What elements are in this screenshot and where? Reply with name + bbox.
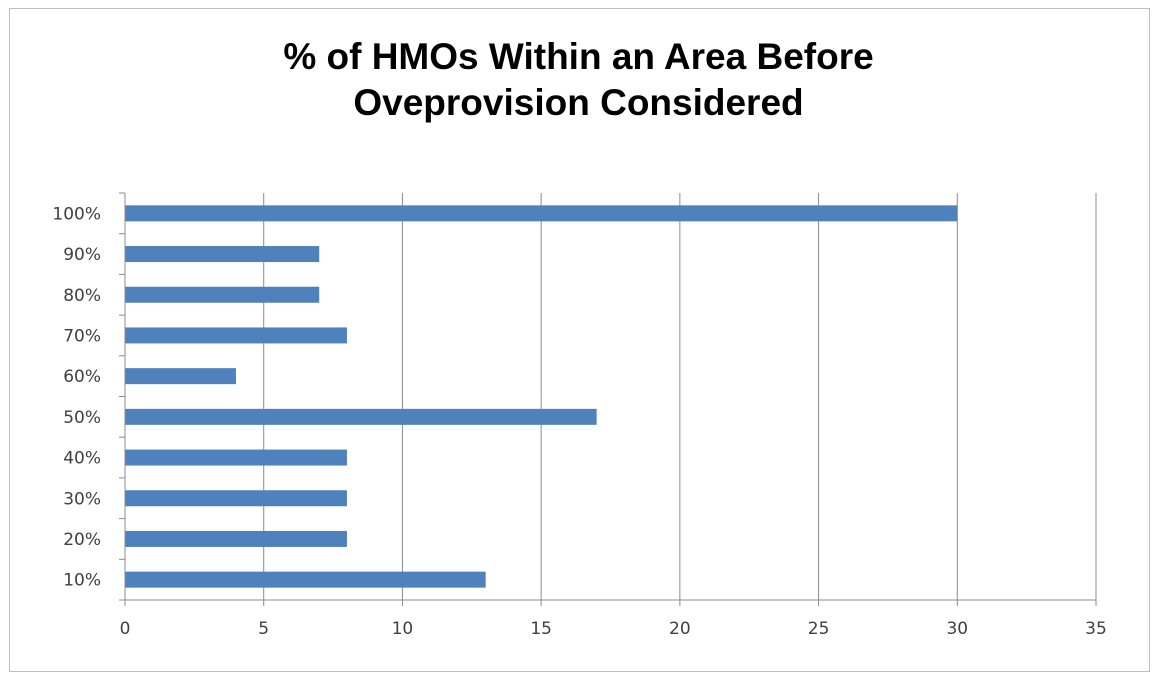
x-tick-label-30: 30: [946, 619, 968, 639]
y-tick-label-40%: 40%: [63, 449, 101, 469]
bars: [125, 205, 958, 588]
y-tick-label-80%: 80%: [63, 286, 101, 306]
bar-50%: [125, 408, 597, 425]
chart-title-line-2: Oveprovision Considered: [353, 82, 804, 123]
y-tick-label-70%: 70%: [63, 326, 101, 346]
bar-10%: [125, 571, 486, 588]
x-tick-label-10: 10: [392, 619, 414, 639]
bar-80%: [125, 286, 320, 303]
x-tick-label-5: 5: [258, 619, 269, 639]
chart-title: % of HMOs Within an Area Before Oveprovi…: [0, 34, 1157, 126]
x-tick-label-35: 35: [1085, 619, 1107, 639]
bar-70%: [125, 327, 347, 344]
y-tick-label-10%: 10%: [63, 571, 101, 591]
x-tick-label-25: 25: [808, 619, 830, 639]
x-tick-label-0: 0: [120, 619, 131, 639]
y-tick-label-90%: 90%: [63, 245, 101, 265]
axes: [119, 192, 1097, 606]
y-tick-label-60%: 60%: [63, 367, 101, 387]
chart-title-line-1: % of HMOs Within an Area Before: [283, 36, 874, 77]
tick-labels: 0 5 10 15 20 25 30 35 10% 20% 30% 40% 50% 60% 70% 80% 90…: [52, 204, 1106, 639]
bar-40%: [125, 449, 347, 466]
x-tick-label-20: 20: [669, 619, 691, 639]
bar-60%: [125, 368, 236, 385]
bar-30%: [125, 490, 347, 507]
bar-20%: [125, 530, 347, 547]
gridlines: [263, 193, 1097, 600]
bar-100%: [125, 205, 958, 222]
bar-90%: [125, 246, 320, 263]
y-tick-label-50%: 50%: [63, 408, 101, 428]
y-tick-label-20%: 20%: [63, 530, 101, 550]
x-tick-label-15: 15: [530, 619, 552, 639]
y-tick-label-30%: 30%: [63, 489, 101, 509]
y-tick-label-100%: 100%: [52, 204, 101, 224]
